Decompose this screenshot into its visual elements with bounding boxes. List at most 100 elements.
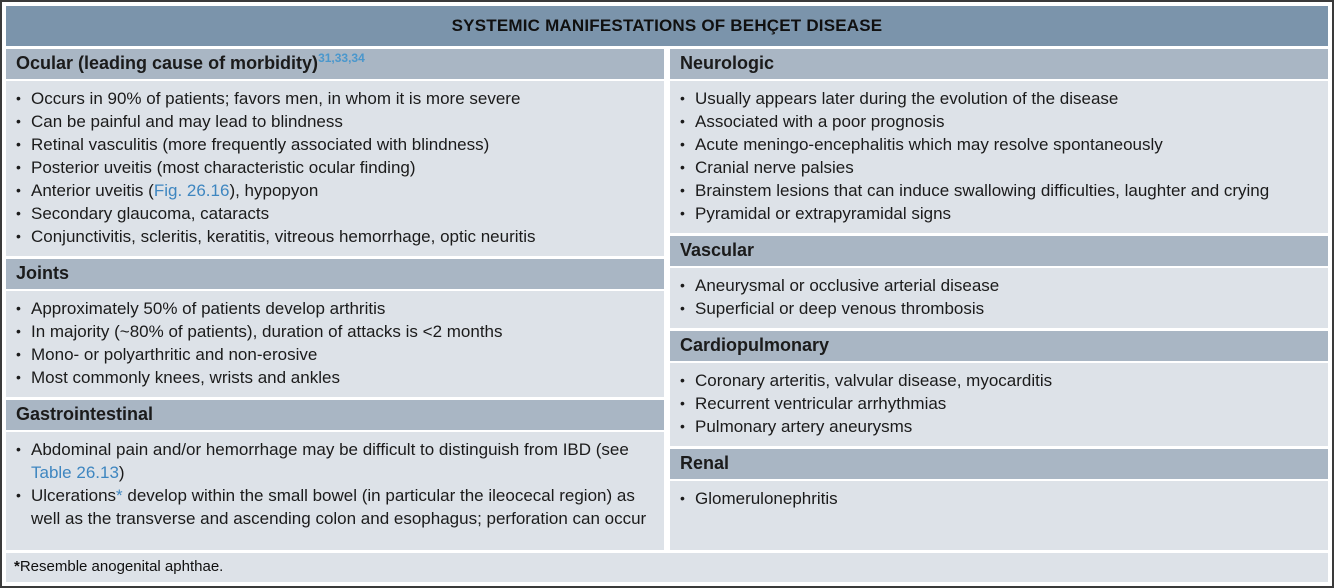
text-segment: In majority (~80% of patients), duration… — [31, 322, 503, 341]
footnote-text: Resemble anogenital aphthae. — [19, 558, 224, 575]
section-header-neurologic: Neurologic — [670, 49, 1328, 79]
bullet-icon: • — [16, 136, 21, 152]
text-segment: Approximately 50% of patients develop ar… — [31, 299, 386, 318]
bullet-icon: • — [16, 113, 21, 129]
list-item: • Conjunctivitis, scleritis, keratitis, v… — [16, 225, 656, 248]
text-segment: Superficial or deep venous thrombosis — [695, 299, 985, 318]
section-neurologic: Neurologic • Usually appears later during … — [670, 49, 1328, 233]
citation-superscript[interactable]: 31,33,34 — [318, 51, 365, 65]
list-item: • Aneurysmal or occlusive arterial diseas… — [680, 274, 1320, 297]
list-item: • Usually appears later during the evolut… — [680, 87, 1320, 110]
list-item: • Occurs in 90% of patients; favors men, … — [16, 87, 656, 110]
list-item-text: Conjunctivitis, scleritis, keratitis, vi… — [31, 225, 656, 248]
text-segment: Occurs in 90% of patients; favors men, i… — [31, 89, 521, 108]
section-header-gastrointestinal: Gastrointestinal — [6, 400, 664, 430]
section-header-vascular: Vascular — [670, 236, 1328, 266]
list-item-text: Anterior uveitis (Fig. 26.16), hypopyon — [31, 179, 656, 202]
bullet-icon: • — [16, 182, 21, 198]
text-segment: Brainstem lesions that can induce swallo… — [695, 181, 1270, 200]
list-item-text: Most commonly knees, wrists and ankles — [31, 366, 656, 389]
list-item: • Secondary glaucoma, cataracts — [16, 202, 656, 225]
text-segment: Gastrointestinal — [16, 404, 154, 424]
text-segment: Neurologic — [680, 53, 775, 73]
list-item-text: Usually appears later during the evoluti… — [695, 87, 1320, 110]
bullet-icon: • — [16, 369, 21, 385]
list-item: • Mono- or polyarthritic and non-erosive — [16, 343, 656, 366]
list-item-text: Cranial nerve palsies — [695, 156, 1320, 179]
text-segment: Most commonly knees, wrists and ankles — [31, 368, 340, 387]
bullet-icon: • — [680, 277, 685, 293]
text-segment: Conjunctivitis, scleritis, keratitis, vi… — [31, 227, 536, 246]
list-item-text: Pulmonary artery aneurysms — [695, 415, 1320, 438]
bullet-icon: • — [16, 90, 21, 106]
section-header-joints: Joints — [6, 259, 664, 289]
list-item: • Superficial or deep venous thrombosis — [680, 297, 1320, 320]
section-body-renal: • Glomerulonephritis — [670, 481, 1328, 550]
bullet-icon: • — [16, 441, 21, 457]
text-segment: Ulcerations — [31, 486, 117, 505]
text-segment: Glomerulonephritis — [695, 489, 838, 508]
section-body-joints: • Approximately 50% of patients develop a… — [6, 291, 664, 397]
text-segment: Pulmonary artery aneurysms — [695, 417, 913, 436]
list-item: • In majority (~80% of patients), duratio… — [16, 320, 656, 343]
bullet-icon: • — [680, 395, 685, 411]
bullet-icon: • — [16, 205, 21, 221]
list-item-text: Can be painful and may lead to blindness — [31, 110, 656, 133]
footnote-reference[interactable]: * — [116, 486, 123, 505]
list-item-text: Associated with a poor prognosis — [695, 110, 1320, 133]
list-item: • Ulcerations* develop within the small b… — [16, 484, 656, 530]
bullet-icon: • — [16, 300, 21, 316]
section-renal: Renal • Glomerulonephritis — [670, 449, 1328, 550]
list-item: • Associated with a poor prognosis — [680, 110, 1320, 133]
bullet-icon: • — [680, 372, 685, 388]
text-segment: Vascular — [680, 240, 755, 260]
text-segment: Coronary arteritis, valvular disease, my… — [695, 371, 1053, 390]
list-item-text: Brainstem lesions that can induce swallo… — [695, 179, 1320, 202]
list-item-text: Abdominal pain and/or hemorrhage may be … — [31, 438, 656, 484]
bullet-icon: • — [16, 346, 21, 362]
text-segment: ) — [118, 463, 125, 482]
list-item: • Posterior uveitis (most characteristic … — [16, 156, 656, 179]
bullet-icon: • — [16, 159, 21, 175]
text-segment: Acute meningo-encephalitis which may res… — [695, 135, 1163, 154]
text-segment: Abdominal pain and/or hemorrhage may be … — [31, 440, 629, 459]
list-item-text: In majority (~80% of patients), duration… — [31, 320, 656, 343]
list-item-text: Superficial or deep venous thrombosis — [695, 297, 1320, 320]
table-title: SYSTEMIC MANIFESTATIONS OF BEHÇET DISEAS… — [6, 6, 1328, 46]
section-ocular: Ocular (leading cause of morbidity)31,33… — [6, 49, 664, 256]
list-item: • Pyramidal or extrapyramidal signs — [680, 202, 1320, 225]
section-body-cardiopulmonary: • Coronary arteritis, valvular disease, m… — [670, 363, 1328, 446]
list-item-text: Ulcerations* develop within the small bo… — [31, 484, 656, 530]
text-segment: Pyramidal or extrapyramidal signs — [695, 204, 952, 223]
bullet-icon: • — [16, 487, 21, 503]
list-item: • Abdominal pain and/or hemorrhage may be… — [16, 438, 656, 484]
cross-reference-link[interactable]: Table 26.13 — [31, 463, 119, 482]
list-item-text: Aneurysmal or occlusive arterial disease — [695, 274, 1320, 297]
text-segment: Mono- or polyarthritic and non-erosive — [31, 345, 318, 364]
text-segment: Retinal vasculitis (more frequently asso… — [31, 135, 490, 154]
section-header-cardiopulmonary: Cardiopulmonary — [670, 331, 1328, 361]
section-body-vascular: • Aneurysmal or occlusive arterial diseas… — [670, 268, 1328, 328]
section-body-ocular: • Occurs in 90% of patients; favors men, … — [6, 81, 664, 256]
bullet-icon: • — [680, 136, 685, 152]
text-segment: Usually appears later during the evoluti… — [695, 89, 1119, 108]
list-item-text: Glomerulonephritis — [695, 487, 1320, 510]
bullet-icon: • — [680, 300, 685, 316]
footnote-marker: * — [14, 558, 20, 575]
list-item-text: Recurrent ventricular arrhythmias — [695, 392, 1320, 415]
list-item: • Coronary arteritis, valvular disease, m… — [680, 369, 1320, 392]
text-segment: Associated with a poor prognosis — [695, 112, 945, 131]
list-item: • Anterior uveitis (Fig. 26.16), hypopyon — [16, 179, 656, 202]
bullet-icon: • — [680, 490, 685, 506]
section-vascular: Vascular • Aneurysmal or occlusive arteria… — [670, 236, 1328, 328]
text-segment: Secondary glaucoma, cataracts — [31, 204, 270, 223]
list-item: • Most commonly knees, wrists and ankles — [16, 366, 656, 389]
text-segment: Posterior uveitis (most characteristic o… — [31, 158, 416, 177]
list-item: • Cranial nerve palsies — [680, 156, 1320, 179]
section-header-ocular: Ocular (leading cause of morbidity)31,33… — [6, 49, 664, 79]
text-segment: Recurrent ventricular arrhythmias — [695, 394, 947, 413]
text-segment: Anterior uveitis ( — [31, 181, 154, 200]
section-gastrointestinal: Gastrointestinal • Abdominal pain and/or h… — [6, 400, 664, 550]
cross-reference-link[interactable]: Fig. 26.16 — [153, 181, 230, 200]
